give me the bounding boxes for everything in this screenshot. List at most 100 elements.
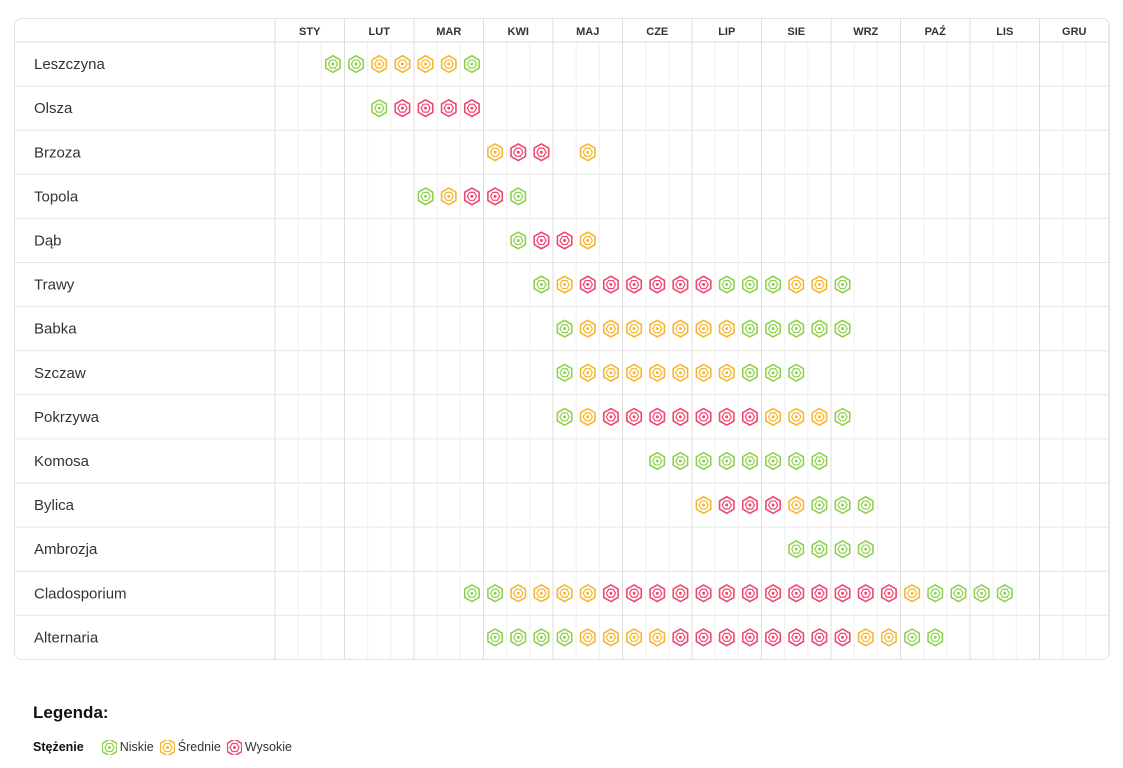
- flower-icon-high: [811, 584, 828, 603]
- flower-icon-medium: [765, 407, 782, 426]
- flower-icon-medium: [811, 407, 828, 426]
- flower-icon-high: [834, 628, 851, 647]
- flower-icon-high: [834, 584, 851, 603]
- legend-item-low: Niskie: [101, 739, 154, 755]
- flower-icon-high: [649, 407, 666, 426]
- month-label: STY: [299, 26, 321, 38]
- legend-concentration-label: Stężenie: [33, 740, 84, 754]
- pollen-calendar-card: STY LUT MAR KWI MAJ CZE LIP SIE WRZ PAŹ LIS GRU Lesz…: [14, 18, 1110, 660]
- row-label: Alternaria: [34, 629, 99, 646]
- flower-icon-low: [765, 275, 782, 294]
- flower-icon-low: [556, 319, 573, 338]
- flower-icon-low: [811, 319, 828, 338]
- month-label: MAJ: [576, 26, 599, 38]
- flower-icon-medium: [649, 363, 666, 382]
- legend-title: Legenda:: [33, 703, 109, 722]
- flower-icon-medium: [579, 319, 596, 338]
- row-label: Trawy: [34, 277, 75, 294]
- flower-icon-high: [394, 99, 411, 118]
- flower-icon-high: [626, 407, 643, 426]
- flower-icon-high: [741, 407, 758, 426]
- flower-icon-low: [788, 319, 805, 338]
- flower-icon-high: [857, 584, 874, 603]
- flower-icon-low: [417, 187, 434, 206]
- flower-icon-medium: [718, 319, 735, 338]
- flower-icon-low: [811, 495, 828, 515]
- month-label: MAR: [436, 26, 461, 38]
- pollen-calendar-grid: STY LUT MAR KWI MAJ CZE LIP SIE WRZ PAŹ LIS GRU Lesz…: [15, 19, 1109, 659]
- flower-icon-medium: [394, 54, 411, 74]
- month-label: KWI: [508, 26, 529, 38]
- legend-row: Stężenie Niskie Średnie Wysokie: [33, 739, 298, 755]
- flower-icon-low: [950, 584, 967, 603]
- flower-icon-medium: [626, 363, 643, 382]
- flower-icon-medium: [440, 187, 457, 206]
- month-label: WRZ: [853, 26, 878, 38]
- flower-icon-low: [788, 540, 805, 559]
- flower-icon-high: [556, 231, 573, 250]
- row-label: Dąb: [34, 232, 62, 249]
- flower-icon-high: [811, 628, 828, 647]
- flower-icon-medium: [579, 407, 596, 426]
- flower-icon-high: [765, 584, 782, 603]
- flower-icon-high: [510, 143, 527, 162]
- row-label: Bylica: [34, 497, 75, 514]
- flower-icon-low: [765, 363, 782, 382]
- flower-icon-medium: [672, 319, 689, 338]
- flower-icon-high: [602, 275, 619, 294]
- row-label: Topola: [34, 188, 79, 205]
- flower-icon-high: [718, 407, 735, 426]
- flower-icon-medium: [417, 54, 434, 74]
- flower-icon-high: [579, 275, 596, 294]
- flower-icon-low: [324, 54, 341, 74]
- flower-icon-low: [765, 319, 782, 338]
- flower-icon-high: [463, 99, 480, 118]
- flower-icon-medium: [788, 275, 805, 294]
- flower-icon-low: [533, 628, 550, 647]
- flower-icon-high: [602, 584, 619, 603]
- row-label: Komosa: [34, 453, 90, 470]
- row-label: Babka: [34, 321, 77, 338]
- flower-icon-low: [741, 319, 758, 338]
- flower-icon-high: [487, 187, 504, 206]
- flower-icon-medium: [695, 363, 712, 382]
- flower-icon-high: [741, 628, 758, 647]
- flower-icon-high: [765, 628, 782, 647]
- flower-icon-high: [626, 584, 643, 603]
- flower-icon-high: [440, 99, 457, 118]
- flower-icon-medium: [556, 275, 573, 294]
- flower-icon-low: [904, 628, 921, 647]
- flower-icon-high: [672, 407, 689, 426]
- row-label: Olsza: [34, 100, 73, 117]
- flower-icon-medium: [579, 143, 596, 162]
- flower-icon-medium: [602, 319, 619, 338]
- flower-icon-high: [533, 231, 550, 250]
- flower-icon-high: [672, 584, 689, 603]
- flower-icon-high: [533, 143, 550, 162]
- flower-icon-medium: [579, 231, 596, 250]
- flower-icon-high: [695, 275, 712, 294]
- flower-icon-low: [695, 451, 712, 471]
- flower-icon-low: [533, 275, 550, 294]
- flower-icon-medium: [672, 363, 689, 382]
- flower-icon-high: [226, 739, 242, 755]
- row-label: Szczaw: [34, 365, 86, 382]
- flower-icon-high: [695, 407, 712, 426]
- flower-icon-low: [834, 495, 851, 515]
- flower-icon-low: [672, 451, 689, 471]
- flower-icon-high: [626, 275, 643, 294]
- flower-icon-medium: [904, 584, 921, 603]
- legend-label-medium: Średnie: [177, 740, 221, 754]
- flower-icon-medium: [880, 628, 897, 647]
- flower-icon-high: [741, 495, 758, 515]
- flower-icon-high: [672, 275, 689, 294]
- flower-icon-low: [101, 739, 117, 755]
- flower-icon-low: [927, 584, 944, 603]
- flower-icon-low: [834, 275, 851, 294]
- flower-icon-high: [880, 584, 897, 603]
- flower-icon-high: [672, 628, 689, 647]
- month-label: PAŹ: [925, 25, 946, 38]
- flower-icon-low: [718, 275, 735, 294]
- flower-icon-high: [649, 275, 666, 294]
- flower-icon-medium: [788, 407, 805, 426]
